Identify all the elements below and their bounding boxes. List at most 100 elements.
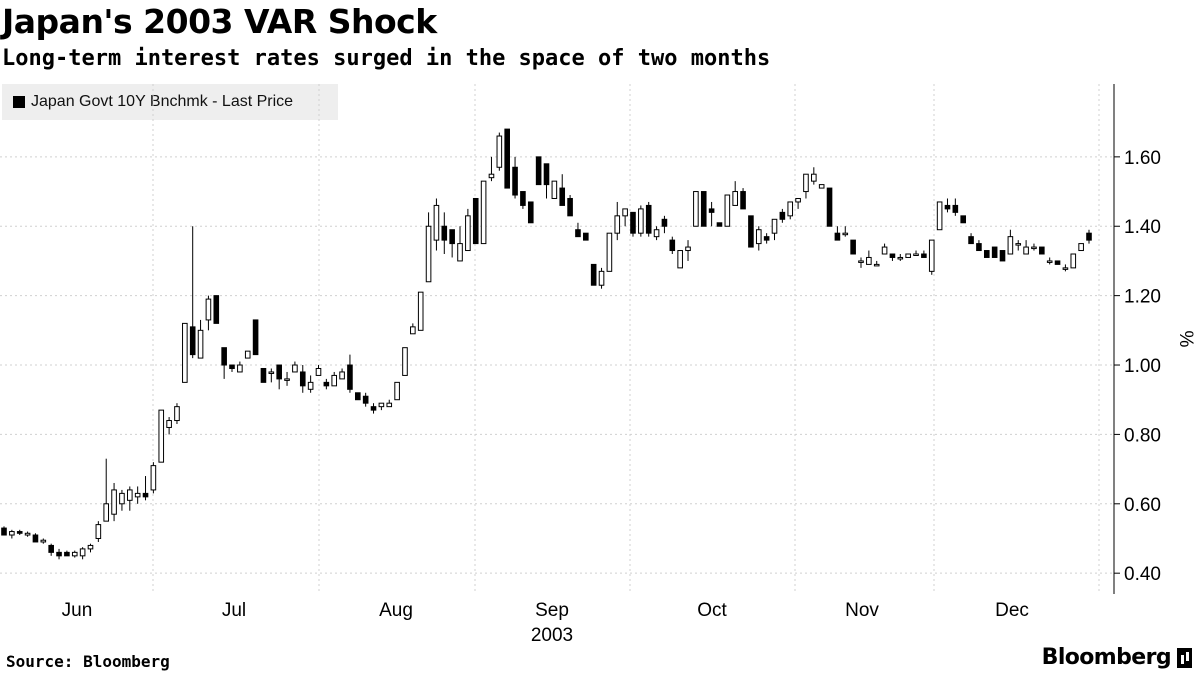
candle-body-up: [897, 256, 904, 260]
candle: [575, 222, 581, 238]
candle: [331, 371, 338, 387]
candle: [56, 548, 62, 560]
candle: [410, 323, 416, 335]
candle: [732, 181, 738, 206]
candle: [221, 347, 227, 379]
bloomberg-logo-icon: [1177, 647, 1192, 668]
x-tick-label: Nov: [845, 600, 879, 621]
candle-body-up: [881, 246, 888, 255]
candle: [276, 364, 282, 390]
candle: [496, 132, 503, 171]
candle: [480, 180, 487, 245]
candle-body-down: [983, 250, 990, 258]
candle-body-down: [1039, 246, 1045, 255]
candle-body-down: [370, 406, 377, 411]
candle: [779, 208, 786, 223]
candle-body-down: [779, 211, 786, 220]
x-tick-label: Oct: [697, 600, 727, 621]
candle-body-up: [755, 229, 762, 245]
candle: [897, 254, 904, 261]
candle-body-down: [229, 364, 235, 369]
candle-body-up: [787, 201, 794, 217]
candle-body-down: [362, 395, 369, 404]
candle-body-up: [622, 208, 628, 217]
brand-name: Bloomberg: [1041, 645, 1172, 670]
candle-body-down: [472, 197, 479, 245]
candle: [661, 215, 668, 234]
candle-body-up: [111, 489, 117, 515]
candle: [252, 319, 259, 356]
candle-body-down: [1, 527, 7, 536]
candle-body-down: [559, 187, 566, 206]
candle-body-up: [1078, 243, 1084, 252]
candle: [787, 201, 794, 220]
candle: [818, 184, 825, 189]
candle-body-up: [1023, 246, 1029, 255]
candle: [425, 212, 432, 283]
candle-body-up: [677, 250, 683, 269]
candle: [928, 239, 935, 275]
candle-body-up: [913, 253, 919, 256]
candle-body-down: [960, 215, 967, 224]
candle-body-up: [244, 350, 251, 359]
candle-body-down: [583, 232, 589, 241]
x-tick-label: Jun: [62, 600, 93, 621]
y-tick-label: 0.40: [1124, 564, 1161, 585]
legend: Japan Govt 10Y Bnchmk - Last Price: [2, 84, 338, 120]
candle: [24, 531, 31, 537]
y-axis-unit-label: %: [1175, 331, 1196, 348]
candle-body-up: [795, 197, 801, 203]
candle-body-down: [740, 191, 746, 210]
candle: [378, 402, 385, 411]
candle-body-up: [724, 194, 731, 227]
candle-body-down: [834, 232, 841, 241]
candle-body-up: [292, 364, 298, 373]
candle-body-down: [543, 163, 550, 186]
x-tick-label: Dec: [995, 600, 1029, 621]
candle: [402, 347, 408, 376]
candle: [166, 417, 172, 435]
candle: [590, 263, 597, 286]
candle: [197, 319, 204, 359]
candle: [693, 191, 699, 227]
candle: [103, 458, 110, 522]
candle-body-down: [748, 215, 754, 248]
candle-body-up: [331, 374, 338, 387]
candle-body-up: [284, 378, 290, 381]
candle-body-down: [976, 243, 982, 252]
candle: [614, 201, 621, 241]
candle: [315, 365, 322, 376]
candle: [960, 215, 967, 224]
candle: [1054, 260, 1061, 265]
candle-body-up: [315, 367, 322, 376]
legend-label: Japan Govt 10Y Bnchmk - Last Price: [31, 93, 294, 110]
source-note: Source: Bloomberg: [6, 652, 170, 671]
candle: [976, 240, 982, 252]
candle-body-down: [299, 371, 306, 387]
candle: [465, 208, 471, 252]
candle-body-up: [866, 256, 872, 265]
candle: [189, 226, 196, 359]
candle-body-down: [323, 381, 330, 387]
candle: [645, 201, 652, 237]
candle: [339, 368, 345, 380]
candle: [543, 163, 550, 199]
candle-body-up: [488, 173, 495, 179]
candle: [174, 403, 180, 424]
candle-body-down: [512, 166, 518, 196]
candle: [1039, 246, 1045, 255]
candle-body-down: [850, 239, 856, 255]
candle: [669, 236, 676, 254]
candle: [323, 378, 330, 390]
candle-body-up: [771, 218, 778, 234]
candle-body-down: [921, 253, 927, 258]
candle: [881, 243, 888, 255]
candle-body-up: [386, 402, 393, 408]
candle: [685, 240, 691, 261]
candle-body-up: [1015, 243, 1022, 246]
candle-body-down: [213, 295, 220, 324]
candle: [873, 260, 880, 267]
candle: [9, 529, 15, 539]
candle-body-up: [653, 229, 660, 238]
candle: [755, 226, 762, 251]
